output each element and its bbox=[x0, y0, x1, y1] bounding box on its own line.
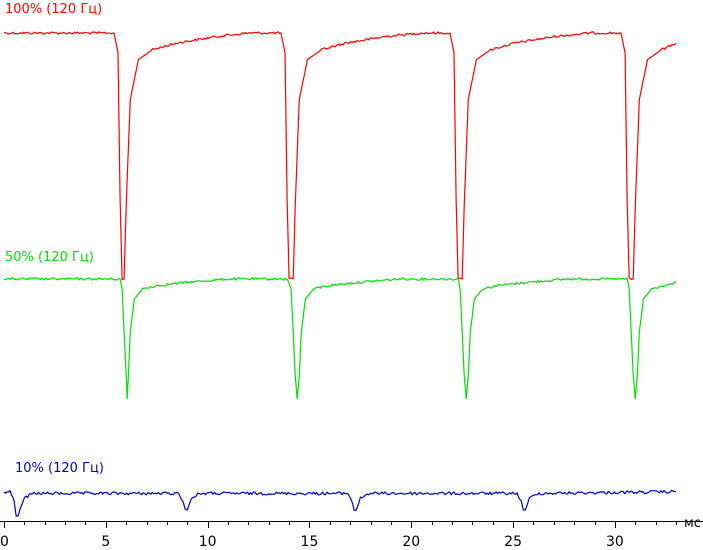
x-tick-label: 10 bbox=[199, 534, 217, 550]
series-line-2 bbox=[4, 277, 677, 400]
plot-area: 100% (120 Гц) 50% (120 Гц) 10% (120 Гц) bbox=[3, 2, 677, 517]
series-label-1: 100% (120 Гц) bbox=[5, 2, 102, 17]
series-layer bbox=[3, 31, 677, 517]
x-tick-label: 5 bbox=[101, 534, 110, 550]
x-axis-label: мс bbox=[684, 516, 701, 531]
series-label-3: 10% (120 Гц) bbox=[15, 461, 104, 476]
series-line-1 bbox=[3, 31, 677, 281]
x-tick-label: 25 bbox=[504, 534, 522, 550]
x-tick-label: 0 bbox=[0, 534, 9, 550]
x-tick-label: 20 bbox=[402, 534, 420, 550]
x-axis-ticks: 0 5 10 15 20 25 30 bbox=[0, 521, 677, 550]
x-tick-label: 15 bbox=[301, 534, 319, 550]
x-tick-label: 30 bbox=[606, 534, 624, 550]
series-labels: 100% (120 Гц) 50% (120 Гц) 10% (120 Гц) bbox=[5, 2, 104, 476]
series-line-3 bbox=[3, 489, 677, 517]
series-label-2: 50% (120 Гц) bbox=[5, 250, 94, 265]
x-axis: 0 5 10 15 20 25 30 мс bbox=[0, 516, 703, 550]
